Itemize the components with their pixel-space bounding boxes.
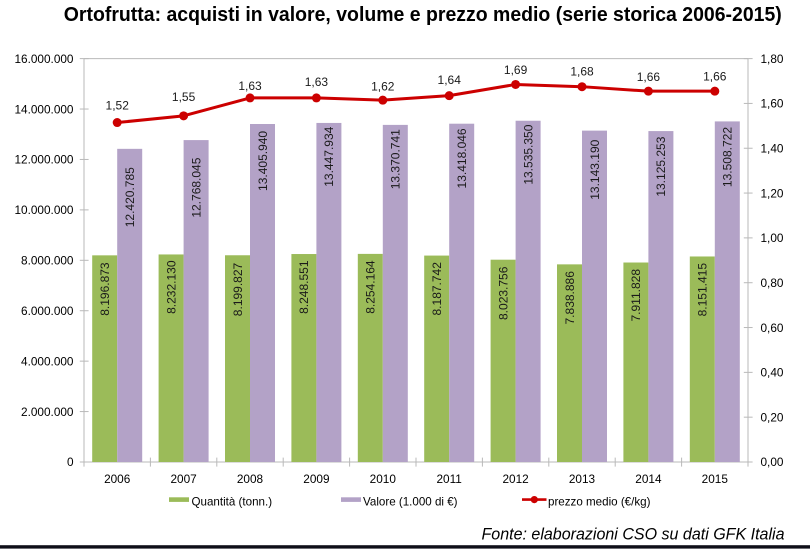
svg-text:2006: 2006	[104, 472, 131, 486]
svg-text:1,40: 1,40	[761, 141, 784, 155]
svg-text:8.232.130: 8.232.130	[164, 260, 178, 314]
svg-text:8.254.164: 8.254.164	[364, 260, 378, 314]
svg-text:prezzo medio (€/kg): prezzo medio (€/kg)	[548, 495, 651, 508]
svg-text:13.418.046: 13.418.046	[455, 128, 469, 188]
svg-text:Fonte: elaborazioni CSO su dat: Fonte: elaborazioni CSO su dati GFK Ital…	[482, 525, 785, 544]
svg-text:0,60: 0,60	[761, 321, 784, 335]
svg-text:12.000.000: 12.000.000	[14, 153, 73, 167]
svg-text:13.143.190: 13.143.190	[588, 139, 602, 199]
svg-text:7.911.828: 7.911.828	[629, 269, 643, 322]
svg-text:2.000.000: 2.000.000	[21, 405, 74, 419]
svg-text:1,69: 1,69	[504, 63, 528, 77]
svg-text:8.151.415: 8.151.415	[696, 263, 710, 317]
svg-text:2011: 2011	[437, 472, 462, 486]
svg-text:6.000.000: 6.000.000	[21, 304, 74, 318]
svg-text:13.447.934: 13.447.934	[322, 126, 336, 186]
svg-text:13.405.940: 13.405.940	[256, 131, 270, 191]
svg-text:14.000.000: 14.000.000	[14, 102, 73, 116]
svg-text:10.000.000: 10.000.000	[14, 203, 73, 217]
svg-text:1,20: 1,20	[761, 186, 784, 200]
svg-text:2008: 2008	[237, 472, 264, 486]
svg-text:Ortofrutta: acquisti in valore: Ortofrutta: acquisti in valore, volume e…	[64, 4, 782, 26]
svg-text:13.370.741: 13.370.741	[389, 129, 403, 189]
svg-text:Quantità (tonn.): Quantità (tonn.)	[192, 495, 273, 508]
svg-text:2010: 2010	[370, 472, 397, 486]
svg-text:13.535.350: 13.535.350	[521, 124, 535, 184]
svg-text:1,63: 1,63	[238, 79, 262, 93]
svg-text:8.248.551: 8.248.551	[297, 260, 311, 314]
svg-text:8.196.873: 8.196.873	[98, 262, 112, 316]
svg-text:2015: 2015	[702, 472, 729, 486]
svg-text:1,64: 1,64	[438, 73, 462, 87]
svg-text:1,66: 1,66	[703, 70, 727, 84]
svg-text:8.187.742: 8.187.742	[430, 262, 444, 316]
svg-text:7.838.886: 7.838.886	[563, 271, 577, 325]
svg-text:1,60: 1,60	[761, 97, 784, 111]
svg-text:13.125.253: 13.125.253	[654, 136, 668, 196]
svg-text:13.508.722: 13.508.722	[721, 127, 735, 187]
svg-text:12.768.045: 12.768.045	[189, 157, 203, 217]
svg-text:0,40: 0,40	[761, 366, 784, 380]
svg-text:8.023.756: 8.023.756	[496, 266, 510, 320]
svg-text:0: 0	[67, 455, 74, 469]
svg-text:2009: 2009	[303, 472, 329, 486]
svg-text:1,52: 1,52	[106, 99, 130, 113]
svg-text:4.000.000: 4.000.000	[21, 354, 74, 368]
svg-text:2007: 2007	[170, 472, 196, 486]
svg-text:1,55: 1,55	[172, 90, 196, 104]
svg-text:0,80: 0,80	[761, 276, 784, 290]
svg-text:2012: 2012	[502, 472, 528, 486]
svg-text:1,66: 1,66	[637, 70, 661, 84]
svg-text:Valore (1.000 di €): Valore (1.000 di €)	[363, 495, 458, 508]
svg-text:1,80: 1,80	[761, 52, 784, 66]
svg-text:1,00: 1,00	[761, 231, 784, 245]
svg-text:8.000.000: 8.000.000	[21, 254, 74, 268]
svg-text:1,68: 1,68	[570, 64, 594, 78]
svg-text:2013: 2013	[569, 472, 596, 486]
svg-text:16.000.000: 16.000.000	[14, 52, 73, 66]
svg-text:1,62: 1,62	[371, 80, 395, 94]
svg-text:8.199.827: 8.199.827	[231, 262, 245, 316]
svg-text:2014: 2014	[635, 472, 662, 486]
svg-text:0,00: 0,00	[761, 455, 784, 469]
svg-text:12.420.785: 12.420.785	[123, 167, 137, 227]
svg-text:1,63: 1,63	[305, 75, 329, 89]
svg-text:0,20: 0,20	[761, 410, 784, 424]
